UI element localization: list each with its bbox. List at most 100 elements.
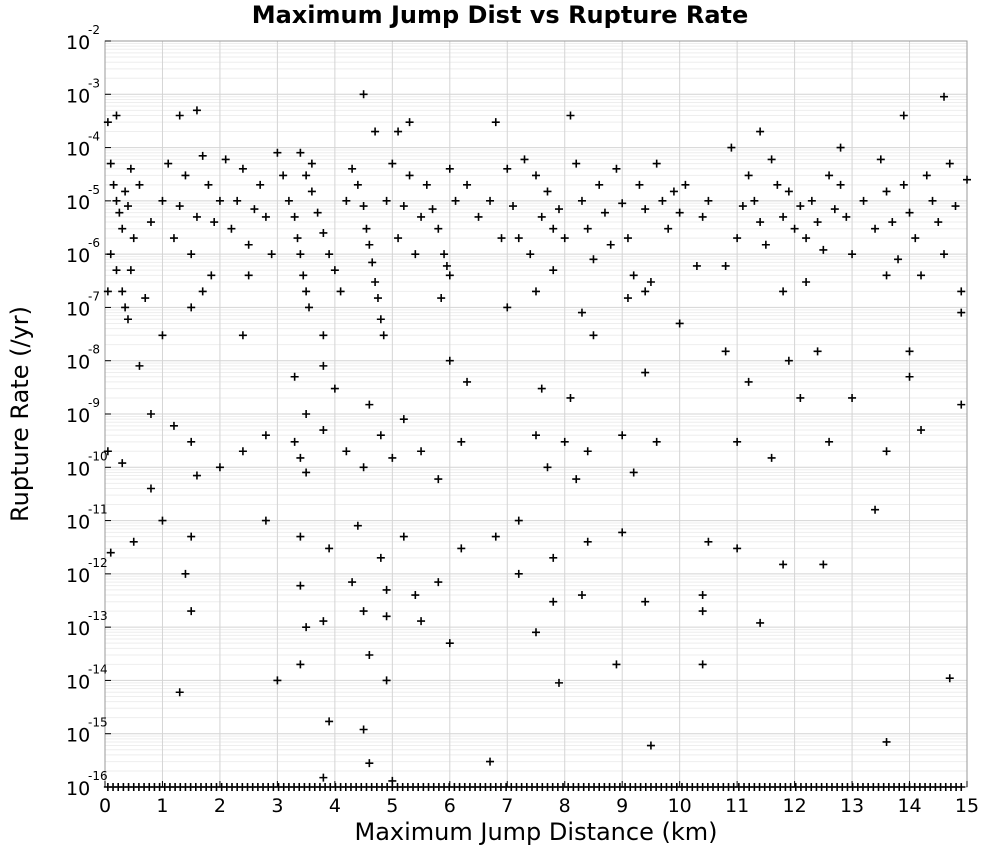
data-point [169,234,178,243]
data-point [319,228,328,237]
data-point [577,591,586,600]
data-point [181,171,190,180]
data-point [738,202,747,211]
data-point [388,159,397,168]
data-point [779,212,788,221]
data-point [359,725,368,734]
y-tick-exponent: -6 [88,236,100,250]
data-point [382,612,391,621]
data-point [302,171,311,180]
y-tick-exponent: -10 [88,449,108,463]
y-tick-label: 10 [66,298,90,320]
data-point [394,234,403,243]
data-point [646,278,655,287]
data-point [537,384,546,393]
data-point [434,224,443,233]
data-point [957,287,966,296]
x-tick-label: 2 [214,795,226,817]
data-point [514,516,523,525]
data-point [641,368,650,377]
data-point [589,255,598,264]
data-point [112,266,121,275]
data-point [198,151,207,160]
data-point [623,234,632,243]
data-point [779,560,788,569]
data-point [635,180,644,189]
data-point [382,676,391,685]
data-point [103,118,112,127]
data-point [669,187,678,196]
data-point [215,463,224,472]
data-point [359,463,368,472]
data-point [957,308,966,317]
data-point [623,294,632,303]
data-point [871,505,880,514]
data-point [704,537,713,546]
data-point [109,180,118,189]
data-point [126,164,135,173]
data-point [733,437,742,446]
data-point [899,180,908,189]
data-point [572,159,581,168]
y-tick-exponent: -2 [88,23,100,37]
data-point [348,578,357,587]
data-point [560,234,569,243]
data-point [267,250,276,259]
data-point [606,240,615,249]
y-tick-label: 10 [66,618,90,640]
data-point [399,415,408,424]
data-point [302,468,311,477]
data-point [486,757,495,766]
x-tick-label: 7 [501,795,513,817]
data-point [836,143,845,152]
data-point [744,377,753,386]
data-point [284,196,293,205]
x-tick-label: 5 [386,795,398,817]
data-point [371,278,380,287]
x-tick-label: 0 [99,795,111,817]
data-point [750,196,759,205]
data-point [299,271,308,280]
data-point [704,196,713,205]
data-point [382,585,391,594]
data-point [664,224,673,233]
data-point [514,569,523,578]
data-point [256,180,265,189]
data-point [405,171,414,180]
data-point [169,421,178,430]
data-point [773,180,782,189]
data-point [261,431,270,440]
x-tick-label: 15 [955,795,979,817]
data-point [577,196,586,205]
y-tick-label: 10 [66,405,90,427]
y-axis-label: Rupture Rate (/yr) [6,306,34,522]
data-point [204,180,213,189]
data-point [103,447,112,456]
data-point [503,164,512,173]
data-point [784,187,793,196]
data-point [238,447,247,456]
data-point [905,372,914,381]
data-point [641,287,650,296]
data-point [158,196,167,205]
data-point [175,202,184,211]
data-point [319,426,328,435]
data-point [175,111,184,120]
data-point [698,607,707,616]
data-point [457,544,466,553]
data-point [359,90,368,99]
data-point [796,393,805,402]
data-point [514,234,523,243]
data-point [549,266,558,275]
data-point [302,410,311,418]
data-point [784,356,793,365]
data-point [164,159,173,168]
data-point [394,127,403,136]
data-point [905,347,914,356]
data-point [963,175,971,184]
data-point [871,224,880,233]
y-tick-exponent: -3 [88,76,100,90]
data-point [796,202,805,211]
chart-title: Maximum Jump Dist vs Rupture Rate [252,1,749,29]
data-point [233,196,242,205]
